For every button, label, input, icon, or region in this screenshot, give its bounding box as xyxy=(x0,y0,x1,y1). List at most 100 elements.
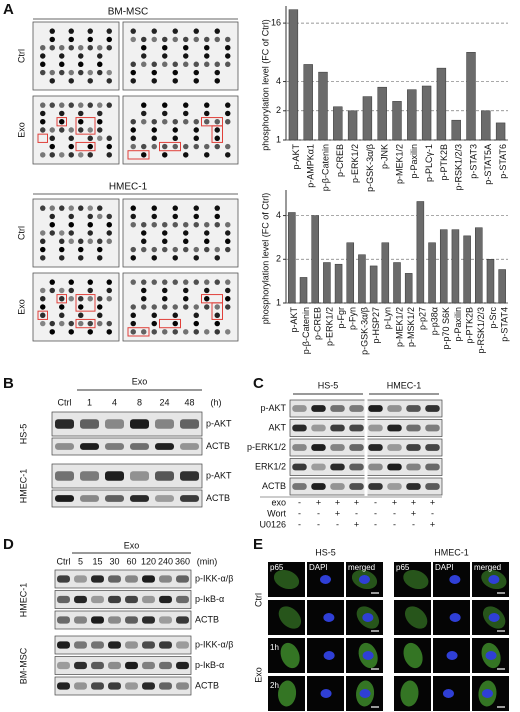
x-tick-label: p-GSK-3α/β xyxy=(365,144,375,192)
dot xyxy=(97,53,103,59)
dot xyxy=(193,221,199,228)
nucleus xyxy=(449,575,461,584)
cell-body xyxy=(403,569,429,590)
dot xyxy=(193,205,199,211)
dot xyxy=(59,69,65,76)
dot xyxy=(59,127,65,133)
row-label: p-IκB-α xyxy=(195,594,224,604)
treatment-sign: + xyxy=(335,508,340,518)
dot xyxy=(59,152,65,158)
band xyxy=(159,575,172,583)
band xyxy=(155,495,174,502)
band xyxy=(91,616,104,624)
band xyxy=(57,595,70,604)
dot xyxy=(40,246,46,253)
dot xyxy=(225,221,231,228)
bar xyxy=(475,227,483,304)
dot xyxy=(141,44,147,51)
dot xyxy=(183,221,189,228)
band xyxy=(74,595,87,604)
band xyxy=(142,661,155,670)
bar xyxy=(416,201,425,304)
dot xyxy=(141,53,147,59)
dot xyxy=(87,152,93,158)
blot-strip xyxy=(54,569,192,589)
dot xyxy=(68,36,74,43)
dot xyxy=(59,102,65,108)
dot xyxy=(68,230,74,236)
dot xyxy=(130,304,136,310)
row-label: p-ERK1/2 xyxy=(247,442,286,452)
membrane xyxy=(122,21,239,91)
band xyxy=(387,424,402,432)
band xyxy=(57,682,70,690)
dot xyxy=(141,118,147,125)
treatment-sign: - xyxy=(374,497,377,507)
dot xyxy=(172,255,178,261)
x-tick-label: p-ERK1/2 xyxy=(324,307,334,346)
band xyxy=(368,444,383,451)
dot xyxy=(49,78,55,84)
lane-label: Ctrl xyxy=(58,397,72,407)
x-tick-label: p-ERK1/2 xyxy=(350,144,360,183)
treatment-sign: - xyxy=(393,519,396,529)
blot-strip xyxy=(54,635,192,655)
bar xyxy=(428,242,436,304)
channel-label: DAPI xyxy=(435,563,454,572)
nucleus xyxy=(485,651,497,660)
bar xyxy=(288,9,299,141)
band xyxy=(108,595,121,604)
dot xyxy=(40,53,46,59)
dot xyxy=(172,78,178,84)
dot xyxy=(130,255,136,261)
lane-label: 15 xyxy=(92,556,102,566)
dot xyxy=(106,230,112,236)
band xyxy=(130,443,149,450)
dot xyxy=(87,287,93,294)
x-tick-label: p-AKT xyxy=(291,144,301,170)
dot xyxy=(162,36,168,43)
highlight-box xyxy=(37,133,48,143)
dot xyxy=(68,78,74,84)
dot xyxy=(40,320,46,327)
dot xyxy=(162,143,168,150)
dot xyxy=(78,118,84,125)
dot xyxy=(225,44,231,51)
dot xyxy=(68,213,74,220)
dot xyxy=(106,329,112,335)
band xyxy=(368,405,383,412)
dot xyxy=(172,69,178,76)
dot xyxy=(204,279,210,285)
dot xyxy=(40,61,46,68)
nucleus xyxy=(323,613,335,622)
x-tick-label: p-MEK1/2 xyxy=(394,144,404,184)
dot xyxy=(162,53,168,59)
cell-body xyxy=(278,606,302,629)
dot xyxy=(68,320,74,327)
dot xyxy=(151,255,157,261)
dot xyxy=(40,205,46,211)
x-tick-label: p-Paxilin xyxy=(409,144,419,179)
lane-label: 48 xyxy=(184,397,194,407)
band xyxy=(91,682,104,690)
dot xyxy=(204,304,210,310)
bar xyxy=(318,71,328,141)
treatment-sign: - xyxy=(412,519,415,529)
nucleus xyxy=(449,613,461,622)
dot xyxy=(193,320,199,327)
bar xyxy=(407,89,417,141)
dot xyxy=(40,102,46,108)
dot xyxy=(49,329,55,335)
band xyxy=(159,595,172,604)
dot xyxy=(130,69,136,76)
band xyxy=(406,483,421,490)
x-tick-label: p-Src xyxy=(488,307,498,329)
dot xyxy=(204,44,210,51)
y-axis-title: phosphorylation level (FC of Ctrl) xyxy=(260,193,270,325)
dot xyxy=(151,61,157,68)
nucleus xyxy=(488,613,500,622)
dot xyxy=(214,246,220,253)
dot xyxy=(59,44,65,51)
band xyxy=(311,483,326,490)
lane-label: 24 xyxy=(159,397,169,407)
